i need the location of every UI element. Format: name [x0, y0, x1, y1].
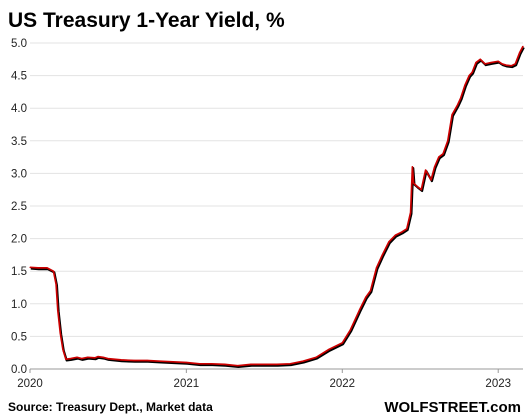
data-point [510, 65, 513, 67]
data-point [341, 342, 343, 344]
data-point [388, 241, 390, 243]
data-point [289, 363, 291, 365]
source-note: Source: Treasury Dept., Market data [8, 400, 213, 414]
data-point [464, 84, 466, 86]
data-point [37, 267, 39, 269]
data-point [447, 140, 449, 142]
y-tick-label: 1.0 [11, 299, 27, 311]
y-tick-label: 5.0 [11, 38, 27, 50]
data-point [475, 62, 477, 64]
data-point [65, 358, 67, 360]
data-point [146, 359, 148, 362]
data-point [185, 361, 187, 364]
gridlines [30, 42, 523, 337]
data-point [358, 309, 360, 311]
data-point [381, 254, 383, 256]
data-point [59, 332, 61, 334]
data-point [97, 356, 99, 358]
data-point [457, 104, 459, 106]
data-point [522, 45, 524, 47]
data-point [52, 270, 55, 272]
data-point [46, 267, 48, 269]
data-point [159, 360, 161, 362]
y-tick-label: 4.0 [11, 103, 27, 115]
data-point [29, 266, 31, 268]
data-point [102, 356, 104, 358]
y-tick-label: 2.5 [11, 201, 27, 213]
data-point [416, 185, 418, 187]
y-tick-label: 1.5 [11, 266, 27, 278]
y-tick-label: 3.5 [11, 136, 27, 148]
data-point [365, 296, 367, 298]
data-point [315, 356, 317, 358]
data-point [55, 283, 57, 285]
data-point [81, 358, 83, 360]
data-point [328, 348, 330, 350]
data-point [401, 231, 403, 233]
data-point [276, 363, 278, 365]
x-tick-label: 2022 [329, 378, 355, 390]
data-point [302, 360, 304, 362]
data-point [479, 58, 481, 60]
data-point [94, 357, 96, 359]
chart-title: US Treasury 1-Year Yield, % [8, 9, 285, 32]
data-point [430, 179, 432, 181]
data-point [442, 153, 444, 155]
data-point [425, 169, 427, 171]
y-axis: 0.0 0.5 1.0 1.5 2.0 2.5 3.0 3.5 4.0 4.5 5.0 [11, 38, 27, 376]
data-point [413, 182, 415, 184]
data-point [468, 75, 470, 77]
y-tick-label: 3.0 [11, 168, 27, 180]
data-point [501, 63, 503, 65]
data-point [199, 363, 201, 365]
data-point [514, 63, 516, 65]
y-tick-label: 0.5 [11, 331, 27, 343]
data-point [107, 358, 109, 360]
y-tick-label: 4.5 [11, 71, 27, 83]
data-point [87, 356, 89, 358]
y-tick-label: 2.0 [11, 234, 27, 246]
x-tick-label: 2021 [174, 378, 200, 390]
data-point [211, 363, 213, 365]
data-point [490, 62, 492, 64]
data-point [471, 71, 473, 73]
data-point [224, 363, 226, 365]
data-point [76, 356, 78, 358]
x-tick-label: 2023 [485, 378, 511, 390]
data-point [519, 52, 521, 54]
data-point [484, 63, 486, 65]
data-point [438, 156, 440, 158]
data-point [349, 329, 351, 331]
data-point [411, 166, 413, 168]
brand-label: WOLFSTREET.com [384, 399, 521, 416]
data-point [70, 358, 72, 360]
y-tick-label: 0.0 [11, 364, 27, 376]
x-axis: 2020 2021 2022 2023 [17, 369, 511, 390]
data-point [410, 211, 412, 214]
data-point [237, 365, 239, 367]
data-point [505, 64, 507, 66]
data-point [263, 363, 265, 365]
data-point [406, 228, 408, 230]
data-point [375, 267, 378, 269]
data-point [460, 97, 462, 99]
data-point [451, 114, 453, 116]
data-point [57, 309, 59, 311]
data-point [120, 359, 122, 361]
data-point [420, 189, 422, 191]
data-point [497, 60, 499, 62]
data-point [62, 348, 64, 350]
data-point [369, 290, 372, 292]
x-tick-label: 2020 [17, 378, 43, 390]
data-point [250, 363, 252, 365]
data-point [133, 359, 135, 362]
series-group [29, 45, 525, 369]
data-point [172, 361, 174, 363]
data-point [434, 166, 436, 168]
data-point [394, 234, 396, 236]
series-line-shadow [30, 46, 525, 369]
